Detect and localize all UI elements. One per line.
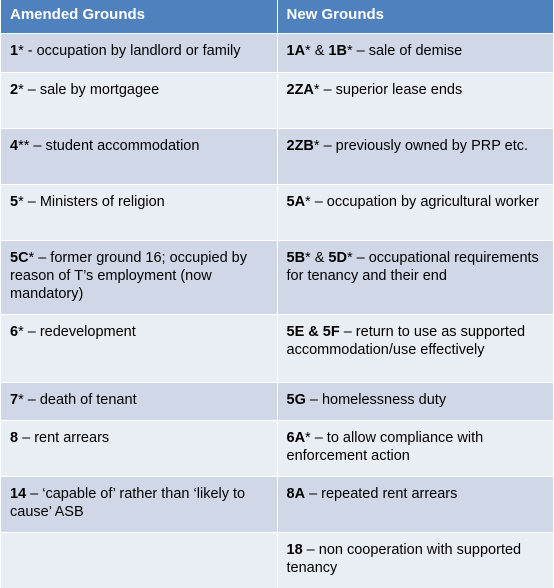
new-cell: 5B* & 5D* – occupational requirements fo…: [277, 239, 554, 314]
ground-number: 1: [10, 42, 19, 59]
table-row: 6* – redevelopment 5E & 5F – return to u…: [1, 313, 554, 382]
new-cell: 6A* – to allow compliance with enforceme…: [277, 419, 554, 476]
table-row: 8 – rent arrears 6A* – to allow complian…: [1, 419, 554, 476]
ground-description: * – Ministers of religion: [18, 193, 165, 210]
amended-cell: 8 – rent arrears: [1, 419, 278, 476]
ground-description: – homelessness duty: [305, 391, 447, 408]
header-row: Amended Grounds New Grounds: [1, 0, 554, 33]
new-cell: 2ZB* – previously owned by PRP etc.: [277, 127, 554, 184]
ground-description: * – death of tenant: [18, 391, 137, 408]
ground-number: 7: [10, 391, 19, 408]
ground-number: 5E & 5F: [286, 323, 340, 340]
amended-cell: 7* – death of tenant: [1, 381, 278, 420]
new-cell: 5G – homelessness duty: [277, 381, 554, 420]
new-cell: 5A* – occupation by agricultural worker: [277, 183, 554, 240]
amended-cell: 1* - occupation by landlord or family: [1, 32, 278, 72]
ground-number: 2ZB: [286, 137, 314, 154]
ground-number: 5: [10, 193, 19, 210]
ground-description: * – superior lease ends: [313, 81, 463, 98]
amended-cell: 14 – ‘capable of’ rather than ‘likely to…: [1, 475, 278, 532]
amended-cell: 6* – redevelopment: [1, 313, 278, 382]
ground-description: * – to allow compliance with enforcement…: [286, 429, 484, 464]
amended-cell: [1, 531, 278, 588]
new-cell: 18 – non cooperation with supported tena…: [277, 531, 554, 588]
table-row: 1* - occupation by landlord or family 1A…: [1, 32, 554, 72]
ground-number: 1B: [328, 42, 347, 59]
ground-description: * – sale of demise: [346, 42, 463, 59]
ground-number: 14: [10, 485, 27, 502]
ground-description: – rent arrears: [18, 429, 110, 446]
new-cell: 5E & 5F – return to use as supported acc…: [277, 313, 554, 382]
ground-description: – non cooperation with supported tenancy: [286, 541, 522, 576]
ground-description: ** – student accommodation: [18, 137, 200, 154]
ground-description: – return to use as supported accommodati…: [286, 323, 526, 358]
ground-description: * – sale by mortgagee: [18, 81, 160, 98]
ground-description: * &: [305, 42, 329, 59]
ground-description: * – previously owned by PRP etc.: [313, 137, 529, 154]
table-row: 18 – non cooperation with supported tena…: [1, 531, 554, 588]
ground-description: * – occupation by agricultural worker: [305, 193, 539, 210]
header-amended-grounds: Amended Grounds: [1, 0, 278, 33]
ground-number: 18: [286, 541, 303, 558]
ground-number: 2: [10, 81, 19, 98]
amended-cell: 5* – Ministers of religion: [1, 183, 278, 240]
ground-number: 6A: [286, 429, 306, 446]
ground-description: * – redevelopment: [18, 323, 136, 340]
ground-description: – repeated rent arrears: [305, 485, 458, 502]
new-cell: 8A – repeated rent arrears: [277, 475, 554, 532]
amended-cell: 4** – student accommodation: [1, 127, 278, 184]
ground-number: 5G: [286, 391, 306, 408]
ground-description: * &: [305, 249, 329, 266]
ground-number: 5D: [328, 249, 347, 266]
table-row: 4** – student accommodation 2ZB* – previ…: [1, 127, 554, 184]
table-row: 5C* – former ground 16; occupied by reas…: [1, 239, 554, 314]
ground-number: 8: [10, 429, 19, 446]
ground-number: 4: [10, 137, 19, 154]
amended-cell: 5C* – former ground 16; occupied by reas…: [1, 239, 278, 314]
ground-number: 6: [10, 323, 19, 340]
ground-number: 8A: [286, 485, 306, 502]
table-row: 2* – sale by mortgagee 2ZA* – superior l…: [1, 71, 554, 128]
new-cell: 1A* & 1B* – sale of demise: [277, 32, 554, 72]
ground-number: 2ZA: [286, 81, 314, 98]
ground-description: * – occupational requirements for tenanc…: [286, 249, 539, 284]
ground-description: * - occupation by landlord or family: [18, 42, 241, 59]
ground-description: – ‘capable of’ rather than ‘likely to ca…: [10, 485, 246, 520]
ground-number: 1A: [286, 42, 306, 59]
ground-number: 5A: [286, 193, 306, 210]
table-row: 14 – ‘capable of’ rather than ‘likely to…: [1, 475, 554, 532]
amended-cell: 2* – sale by mortgagee: [1, 71, 278, 128]
ground-number: 5C: [10, 249, 29, 266]
ground-number: 5B: [286, 249, 306, 266]
table-row: 5* – Ministers of religion 5A* – occupat…: [1, 183, 554, 240]
table-row: 7* – death of tenant 5G – homelessness d…: [1, 381, 554, 420]
ground-description: * – former ground 16; occupied by reason…: [10, 249, 247, 302]
header-new-grounds: New Grounds: [277, 0, 554, 33]
new-cell: 2ZA* – superior lease ends: [277, 71, 554, 128]
